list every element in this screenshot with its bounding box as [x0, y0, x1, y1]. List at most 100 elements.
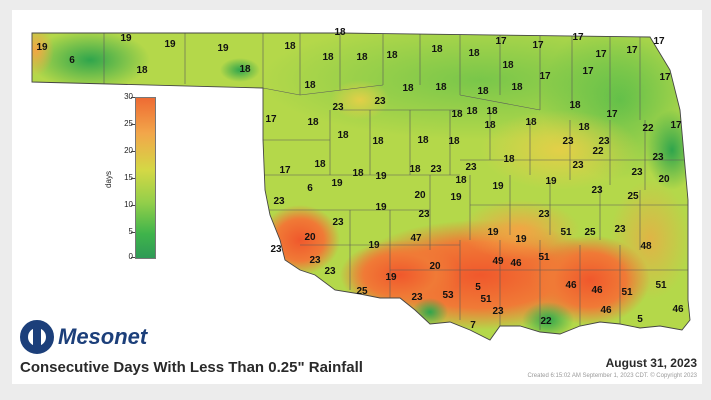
county-count: 18: [356, 52, 368, 63]
county-count: 19: [385, 272, 397, 283]
legend-tick: 20: [124, 146, 133, 155]
legend-tick: 30: [124, 92, 133, 101]
county-count: 18: [502, 60, 514, 71]
county-count: 51: [655, 280, 667, 291]
county-count: 20: [414, 190, 426, 201]
county-count: 6: [307, 183, 313, 194]
county-count: 18: [569, 100, 581, 111]
state-outline: [31, 32, 691, 341]
county-count: 18: [503, 154, 515, 165]
county-count: 23: [591, 185, 603, 196]
county-count: 17: [539, 71, 551, 82]
county-count: 23: [273, 196, 285, 207]
county-count: 51: [621, 287, 633, 298]
county-count: 17: [626, 45, 638, 56]
county-count: 25: [356, 286, 368, 297]
county-count: 18: [372, 136, 384, 147]
county-count: 17: [582, 66, 594, 77]
county-count: 48: [640, 241, 652, 252]
county-count: 7: [470, 320, 476, 331]
county-count: 18: [136, 65, 148, 76]
county-count: 19: [331, 178, 343, 189]
county-count: 46: [600, 305, 612, 316]
county-count: 23: [270, 244, 282, 255]
county-count: 17: [495, 36, 507, 47]
map-date: August 31, 2023: [605, 356, 697, 370]
legend-unit-label: days: [103, 171, 113, 188]
county-count: 20: [658, 174, 670, 185]
county-count: 18: [314, 159, 326, 170]
county-count: 46: [565, 280, 577, 291]
county-count: 19: [36, 42, 48, 53]
county-count: 19: [375, 202, 387, 213]
county-count: 18: [409, 164, 421, 175]
rainfall-surface: [32, 33, 690, 340]
county-count: 23: [430, 164, 442, 175]
county-count: 23: [332, 102, 344, 113]
county-count: 20: [429, 261, 441, 272]
county-count: 51: [480, 294, 492, 305]
map-credit: Created 6:15:02 AM September 1, 2023 CDT…: [527, 373, 697, 379]
county-count: 18: [578, 122, 590, 133]
county-borders: [103, 33, 688, 330]
county-count: 18: [451, 109, 463, 120]
county-count: 18: [477, 86, 489, 97]
county-count: 18: [337, 130, 349, 141]
county-count: 18: [334, 27, 346, 38]
county-count: 23: [538, 209, 550, 220]
legend-tick-mark: [131, 151, 135, 152]
county-count: 19: [120, 33, 132, 44]
county-count: 25: [584, 227, 596, 238]
county-count: 22: [642, 123, 654, 134]
legend-tick-mark: [131, 178, 135, 179]
county-count: 46: [672, 304, 684, 315]
county-count: 19: [368, 240, 380, 251]
legend-tick: 10: [124, 200, 133, 209]
county-count: 17: [532, 40, 544, 51]
county-count: 23: [631, 167, 643, 178]
county-count: 18: [284, 41, 296, 52]
county-count: 23: [465, 162, 477, 173]
county-count: 18: [448, 136, 460, 147]
mesonet-logo-icon: [20, 320, 54, 354]
county-count: 46: [510, 258, 522, 269]
county-count: 17: [659, 72, 671, 83]
county-count: 17: [572, 32, 584, 43]
legend-tick: 0: [117, 252, 133, 261]
legend-tick-mark: [131, 232, 135, 233]
map-title: Consecutive Days With Less Than 0.25" Ra…: [20, 359, 363, 376]
county-count: 18: [484, 120, 496, 131]
county-count: 17: [670, 120, 682, 131]
county-count: 19: [450, 192, 462, 203]
county-count: 19: [217, 43, 229, 54]
county-count: 51: [560, 227, 572, 238]
county-count: 18: [468, 48, 480, 59]
county-count: 22: [592, 146, 604, 157]
county-count: 17: [606, 109, 618, 120]
county-count: 22: [540, 316, 552, 327]
county-count: 18: [322, 52, 334, 63]
county-count: 6: [69, 55, 75, 66]
county-count: 23: [324, 266, 336, 277]
county-count: 18: [511, 82, 523, 93]
legend-tick: 25: [124, 119, 133, 128]
county-count: 20: [304, 232, 316, 243]
county-count: 46: [591, 285, 603, 296]
county-count: 47: [410, 233, 422, 244]
county-count: 18: [466, 106, 478, 117]
legend-tick-mark: [131, 257, 135, 258]
legend-tick-mark: [131, 124, 135, 125]
color-legend: 30 25 20 15 10 5 0 days: [104, 92, 170, 265]
county-count: 18: [402, 83, 414, 94]
county-count: 18: [352, 168, 364, 179]
county-count: 23: [309, 255, 321, 266]
county-count: 23: [418, 209, 430, 220]
county-count: 18: [455, 175, 467, 186]
county-count: 23: [598, 136, 610, 147]
legend-tick: 5: [117, 227, 133, 236]
county-count: 51: [538, 252, 550, 263]
county-count: 18: [239, 64, 251, 75]
county-count: 18: [386, 50, 398, 61]
county-count-labels: 19 6 19 19 19 18 18 18 18 18 18 17 17 17…: [36, 27, 684, 331]
county-count: 17: [279, 165, 291, 176]
